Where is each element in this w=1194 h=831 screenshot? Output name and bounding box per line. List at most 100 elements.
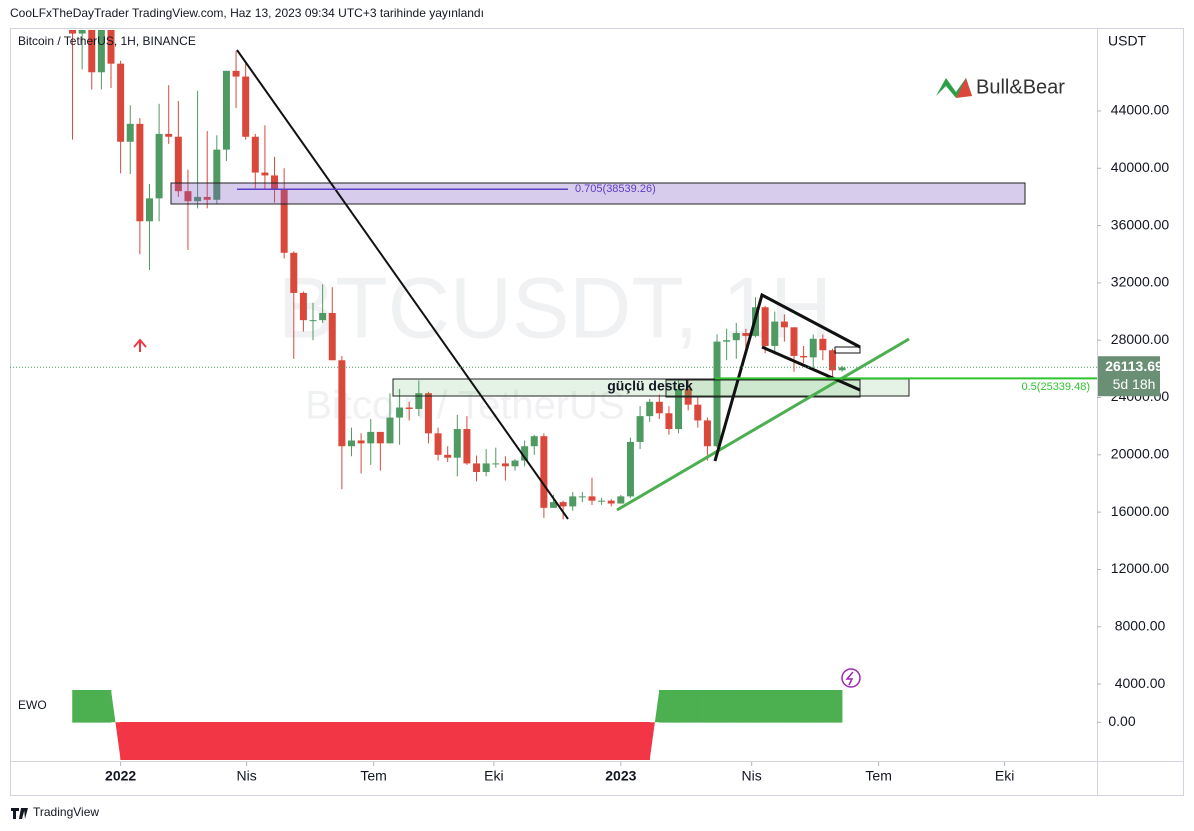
flag xyxy=(713,292,861,462)
candle-body xyxy=(165,133,173,137)
candle-body xyxy=(338,360,346,447)
countdown: 5d 18h xyxy=(1113,376,1156,392)
ewo-area xyxy=(235,722,246,760)
footer: TradingView xyxy=(33,805,99,819)
ewo-area xyxy=(72,690,83,723)
ewo-area xyxy=(139,722,150,760)
ewo-area xyxy=(485,722,497,760)
candle-body xyxy=(242,76,250,137)
ewo-area xyxy=(380,722,391,760)
x-tick-label: 2023 xyxy=(605,768,636,784)
ewo-area xyxy=(639,722,650,760)
candle-body xyxy=(107,30,115,64)
flag xyxy=(761,345,861,392)
ewo-area xyxy=(370,722,381,760)
candle-body xyxy=(819,338,827,351)
ewo-area xyxy=(226,722,237,760)
candle-body xyxy=(299,292,307,321)
candle-body xyxy=(809,338,817,358)
trend-line xyxy=(236,49,569,520)
candle-body xyxy=(703,420,711,447)
candle-body xyxy=(838,367,846,371)
ewo-area xyxy=(591,722,602,760)
candle-body xyxy=(511,460,519,467)
candle-body xyxy=(607,500,615,504)
candle-body xyxy=(780,321,788,328)
ewo-area xyxy=(620,722,631,760)
candle-body xyxy=(463,429,471,464)
candle-body xyxy=(617,496,625,504)
ewo-area xyxy=(716,690,727,723)
y-tick-label: 32000.00 xyxy=(1111,274,1170,290)
candle-body xyxy=(184,191,192,202)
candle-body xyxy=(713,341,721,447)
ewo-area xyxy=(389,722,400,760)
y-tick-label: 4000.00 xyxy=(1115,675,1166,691)
y-tick-label: 16000.00 xyxy=(1111,503,1170,519)
footer-logo xyxy=(11,808,28,819)
ewo-area xyxy=(457,722,468,760)
candle-body xyxy=(665,413,673,430)
y-tick-label: 28000.00 xyxy=(1111,331,1170,347)
header: CooLFxTheDayTrader TradingView.com, Haz … xyxy=(10,6,484,20)
candle-body xyxy=(88,30,96,73)
support-zone xyxy=(392,378,910,397)
ewo-area xyxy=(793,690,804,723)
candle-body xyxy=(213,149,221,200)
ewo-area xyxy=(437,722,448,760)
ewo-area xyxy=(216,722,227,760)
candle-body xyxy=(501,463,509,467)
ewo-area xyxy=(115,722,121,760)
x-tick-label: Tem xyxy=(360,768,386,784)
candle-body xyxy=(232,70,240,77)
ewo-area xyxy=(408,722,420,760)
ewo-area xyxy=(129,722,141,760)
y-tick-label: 12000.00 xyxy=(1111,560,1170,576)
ewo-area xyxy=(630,722,641,760)
y-tick-label: 20000.00 xyxy=(1111,446,1170,462)
brand: Bull&Bear xyxy=(976,76,1065,98)
ewo-area xyxy=(418,722,429,760)
candle-body xyxy=(828,350,836,371)
candles xyxy=(69,30,846,520)
ewo-area xyxy=(428,722,439,760)
watermark: BTCUSDT, 1H xyxy=(278,261,832,357)
ewo-area xyxy=(707,690,718,723)
ewo-area xyxy=(649,722,655,760)
candle-body xyxy=(636,416,644,442)
candle-body xyxy=(357,440,365,444)
chart-title: Bitcoin / TetherUS, 1H, BINANCE xyxy=(18,34,196,48)
ewo-area xyxy=(111,690,116,723)
indicator-name: EWO xyxy=(18,698,47,712)
candle-body xyxy=(453,429,461,458)
candle-body xyxy=(347,440,355,447)
candle-body xyxy=(530,436,538,447)
candle-body xyxy=(386,417,394,444)
ewo-area xyxy=(562,722,574,760)
ewo-area xyxy=(764,690,776,723)
candle-body xyxy=(655,401,663,414)
ewo-area xyxy=(745,690,756,723)
ewo-area xyxy=(399,722,410,760)
candle-body xyxy=(742,333,750,336)
ewo-area xyxy=(476,722,487,760)
y-tick-label: 44000.00 xyxy=(1111,102,1170,118)
ewo-area xyxy=(784,690,795,723)
ewo-area xyxy=(755,690,766,723)
candle-body xyxy=(492,463,500,465)
ewo-area xyxy=(91,690,102,723)
candle-body xyxy=(790,327,798,356)
candle-body xyxy=(261,172,269,176)
candle-body xyxy=(174,136,182,192)
support-zone xyxy=(665,379,861,398)
candle-body xyxy=(194,196,202,202)
ewo-area xyxy=(610,722,622,760)
watermark-sub: Bitcoin / TetherUS xyxy=(305,384,624,428)
ewo-area xyxy=(572,722,583,760)
candle-body xyxy=(598,500,606,502)
last-price-label: 26113.69 xyxy=(1105,358,1163,374)
candle-body xyxy=(578,496,586,498)
y-tick-label: 36000.00 xyxy=(1111,216,1170,232)
ewo-area xyxy=(447,722,458,760)
